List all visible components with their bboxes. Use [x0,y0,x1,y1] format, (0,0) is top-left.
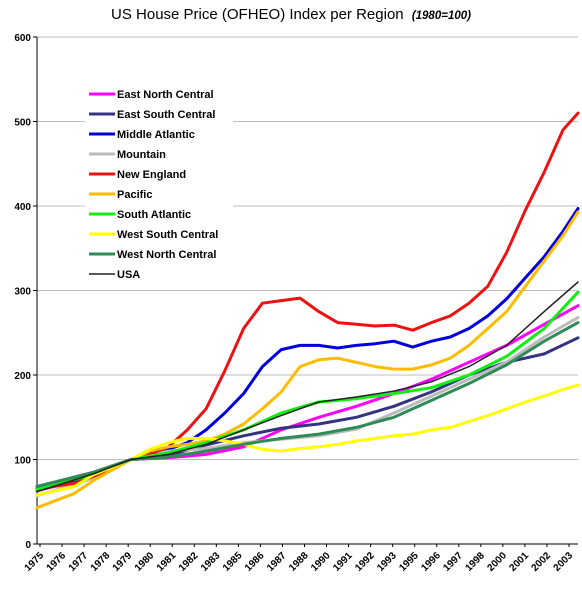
x-tick-label: 1977 [67,550,91,574]
y-tick-label: 100 [14,456,31,467]
x-tick-label: 1980 [133,550,157,574]
legend-label: USA [117,269,140,281]
x-tick-label: 1986 [243,550,267,574]
legend-label: Pacific [117,189,152,201]
x-tick-label: 1996 [419,550,443,574]
x-tick-label: 1998 [463,550,487,574]
chart-subtitle: (1980=100) [411,10,471,22]
x-tick-label: 1985 [221,550,245,574]
legend-label: Mountain [117,149,166,161]
x-tick-label: 1995 [397,550,421,574]
x-tick-label: 2003 [552,550,576,574]
y-tick-label: 0 [25,540,31,551]
y-tick-label: 200 [14,371,31,382]
x-tick-label: 1987 [265,550,289,574]
legend-label: West North Central [117,249,216,261]
x-tick-label: 2002 [530,550,554,574]
legend-label: West South Central [117,229,218,241]
x-tick-label: 1976 [45,550,69,574]
x-tick-label: 1978 [89,550,113,574]
x-tick-label: 1988 [287,550,311,574]
y-tick-label: 600 [14,33,31,44]
x-tick-label: 2000 [485,550,509,574]
chart-title-row: US House Price (OFHEO) Index per Region … [0,6,582,23]
series-line-west-north-central [35,321,580,488]
y-tick-label: 400 [14,202,31,213]
x-tick-label: 1993 [375,550,399,574]
chart-title: US House Price (OFHEO) Index per Region [111,6,404,23]
series-line-usa [36,281,579,493]
x-tick-label: 1992 [353,550,377,574]
legend-label: Middle Atlantic [117,129,195,141]
x-tick-label: 1997 [441,550,465,574]
legend-label: East South Central [117,109,215,121]
series-line-pacific [35,210,580,510]
x-tick-label: 2001 [508,550,532,574]
series-line-new-england [35,111,580,491]
x-tick-label: 1979 [111,550,135,574]
x-tick-label: 1990 [309,550,333,574]
x-tick-label: 1983 [199,550,223,574]
x-tick-label: 1975 [23,550,47,574]
legend-label: New England [117,169,186,181]
x-tick-label: 1981 [155,550,179,574]
y-tick-label: 300 [14,287,31,298]
y-tick-label: 500 [14,118,31,129]
legend-label: East North Central [117,89,214,101]
series-line-west-south-central [35,383,580,497]
x-tick-label: 1991 [331,550,355,574]
legend-label: South Atlantic [117,209,191,221]
x-tick-label: 1982 [177,550,201,574]
